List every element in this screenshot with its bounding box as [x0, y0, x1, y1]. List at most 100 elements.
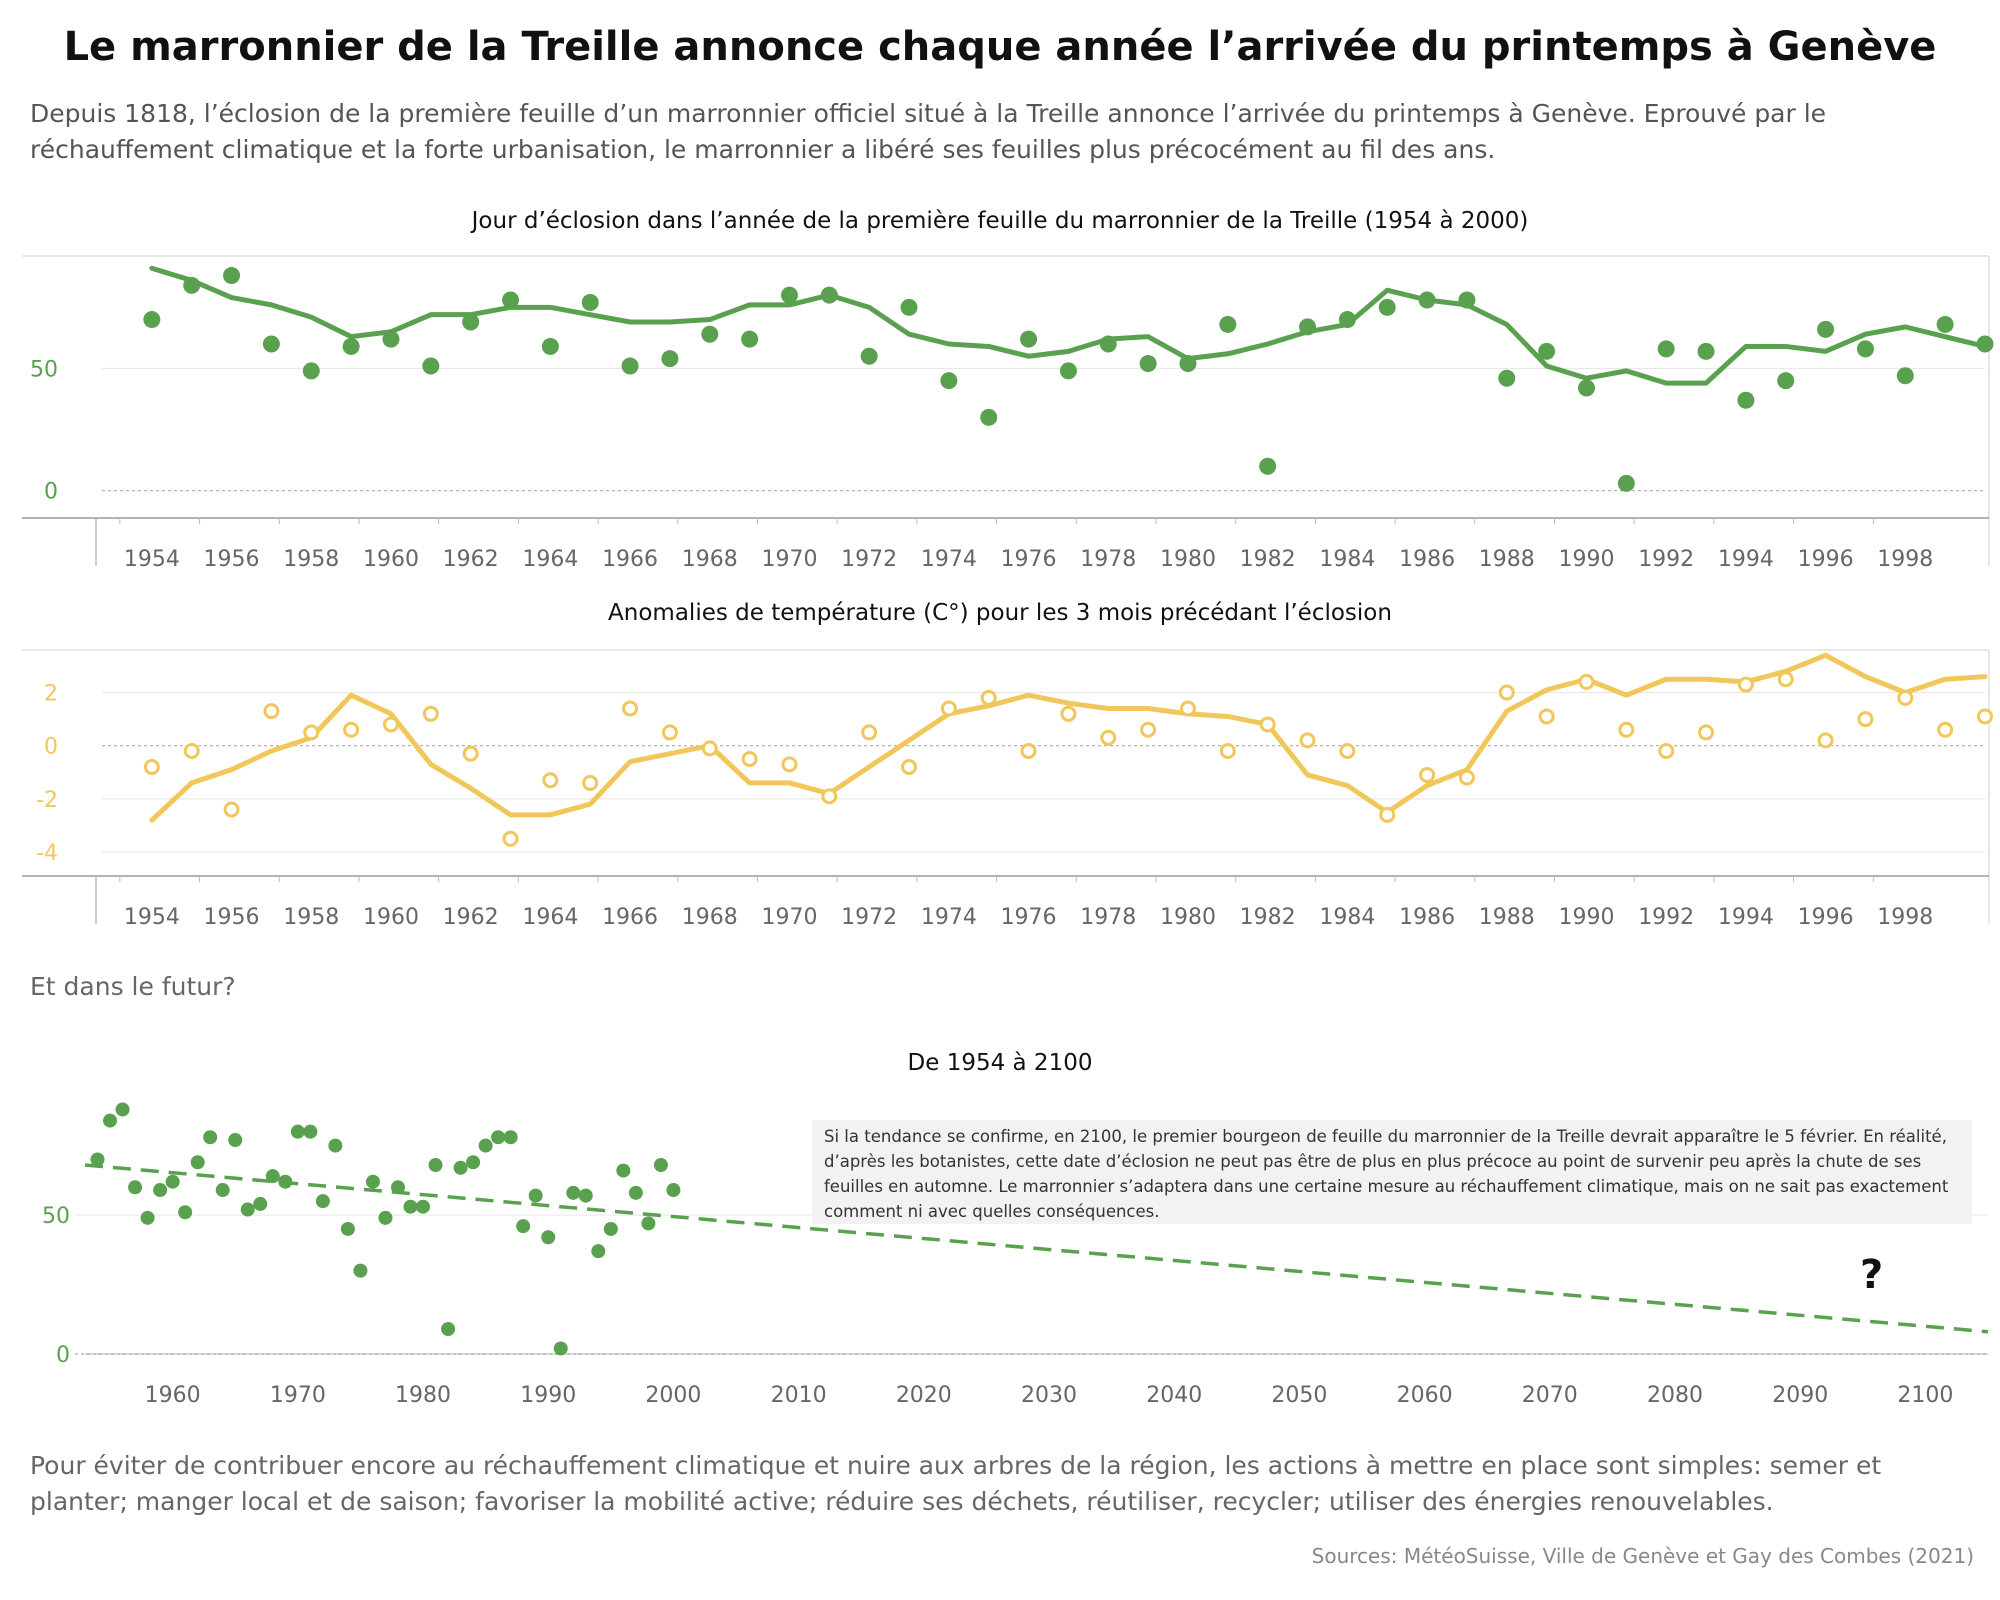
data-point — [90, 1152, 105, 1167]
chart2-title: Anomalies de température (C°) pour les 3… — [608, 600, 1392, 626]
x-tick-label: 2060 — [1397, 1383, 1453, 1408]
x-tick-label: 1972 — [841, 547, 897, 572]
data-point — [1099, 335, 1117, 353]
data-point — [1379, 806, 1396, 823]
data-point — [1976, 335, 1994, 353]
x-tick-label: 2010 — [771, 1383, 827, 1408]
data-point — [741, 751, 758, 767]
sources-note: Sources: MétéoSuisse, Ville de Genève et… — [1311, 1544, 1974, 1568]
data-point — [622, 700, 639, 717]
data-point — [1259, 457, 1277, 475]
data-point — [1498, 684, 1515, 701]
data-point — [781, 756, 798, 773]
data-point — [462, 745, 479, 762]
x-tick-label: 1966 — [602, 547, 658, 572]
x-tick-label: 1970 — [761, 547, 817, 572]
data-point — [228, 1133, 243, 1148]
x-tick-label: 1978 — [1080, 905, 1136, 930]
data-point — [1856, 340, 1874, 358]
chart3-projection: 0 50 1960 1970 1980 1990 2000 2010 2020 2030 2040 2… — [42, 1102, 1989, 1408]
data-point — [340, 1221, 355, 1236]
x-tick-label: 1958 — [283, 547, 339, 572]
data-point — [1777, 671, 1794, 688]
data-point — [128, 1180, 143, 1195]
data-point — [901, 758, 918, 775]
x-tick-label: 1966 — [602, 905, 658, 930]
data-point — [265, 1169, 280, 1184]
data-point — [1020, 743, 1037, 760]
data-point — [190, 1155, 205, 1170]
data-point — [1418, 291, 1436, 309]
x-tick-label: 1996 — [1798, 905, 1854, 930]
data-point — [502, 830, 519, 847]
y-tick-label: -4 — [36, 841, 58, 866]
x-tick-label: 2030 — [1021, 1383, 1077, 1408]
data-point — [365, 1174, 380, 1189]
data-point — [780, 286, 798, 304]
x-tick-label: 1972 — [841, 905, 897, 930]
data-point — [820, 286, 838, 304]
data-point — [1578, 673, 1595, 690]
data-point — [1219, 315, 1237, 333]
data-point — [541, 337, 559, 355]
data-point — [661, 724, 678, 741]
data-point — [1299, 318, 1317, 336]
trend-line — [149, 265, 1988, 386]
data-point — [466, 1155, 481, 1170]
x-tick-label: 1998 — [1877, 547, 1933, 572]
data-point — [1538, 342, 1556, 360]
data-point — [428, 1158, 443, 1173]
data-point — [416, 1199, 431, 1214]
data-point — [178, 1205, 193, 1220]
y-tick-label: 2 — [44, 682, 58, 707]
data-point — [453, 1160, 468, 1175]
x-tick-label: 1986 — [1399, 905, 1455, 930]
x-tick-label: 1958 — [283, 905, 339, 930]
y-tick-label: 50 — [30, 357, 58, 382]
data-point — [390, 1180, 405, 1195]
y-tick-label: 0 — [44, 735, 58, 760]
data-point — [578, 1188, 593, 1203]
data-point — [1139, 355, 1157, 373]
data-point — [940, 700, 957, 717]
data-point — [1179, 700, 1196, 717]
data-point — [103, 1113, 118, 1128]
data-point — [382, 716, 399, 733]
x-tick-label: 1956 — [204, 547, 260, 572]
x-tick-label: 1982 — [1240, 905, 1296, 930]
x-tick-label: 1990 — [520, 1383, 576, 1408]
x-tick-label: 1964 — [522, 547, 578, 572]
x-tick-label: 2000 — [645, 1383, 701, 1408]
x-tick-label: 1984 — [1319, 547, 1375, 572]
data-point — [262, 335, 280, 353]
data-point — [278, 1174, 293, 1189]
data-point — [115, 1102, 130, 1117]
data-point — [491, 1130, 506, 1145]
x-tick-label: 2020 — [896, 1383, 952, 1408]
data-point — [342, 337, 360, 355]
x-tick-label: 1978 — [1080, 547, 1136, 572]
data-point — [1419, 766, 1436, 783]
x-tick-label: 1970 — [270, 1383, 326, 1408]
data-point — [581, 293, 599, 311]
data-point — [215, 1183, 230, 1198]
x-tick-label: 1992 — [1638, 905, 1694, 930]
data-point — [315, 1194, 330, 1209]
x-tick-label: 1960 — [363, 547, 419, 572]
data-point — [1658, 743, 1675, 760]
data-point — [143, 758, 160, 775]
data-point — [980, 689, 997, 706]
data-point — [1897, 689, 1914, 706]
x-tick-label: 1980 — [1160, 905, 1216, 930]
data-point — [303, 1124, 318, 1139]
data-point — [582, 774, 599, 791]
data-point — [1458, 769, 1475, 786]
data-point — [516, 1219, 531, 1234]
data-point — [1617, 474, 1635, 492]
data-point — [1219, 743, 1236, 760]
data-point — [422, 357, 440, 375]
x-tick-label: 1962 — [443, 547, 499, 572]
data-point — [860, 347, 878, 365]
data-point — [628, 1185, 643, 1200]
data-point — [382, 330, 400, 348]
